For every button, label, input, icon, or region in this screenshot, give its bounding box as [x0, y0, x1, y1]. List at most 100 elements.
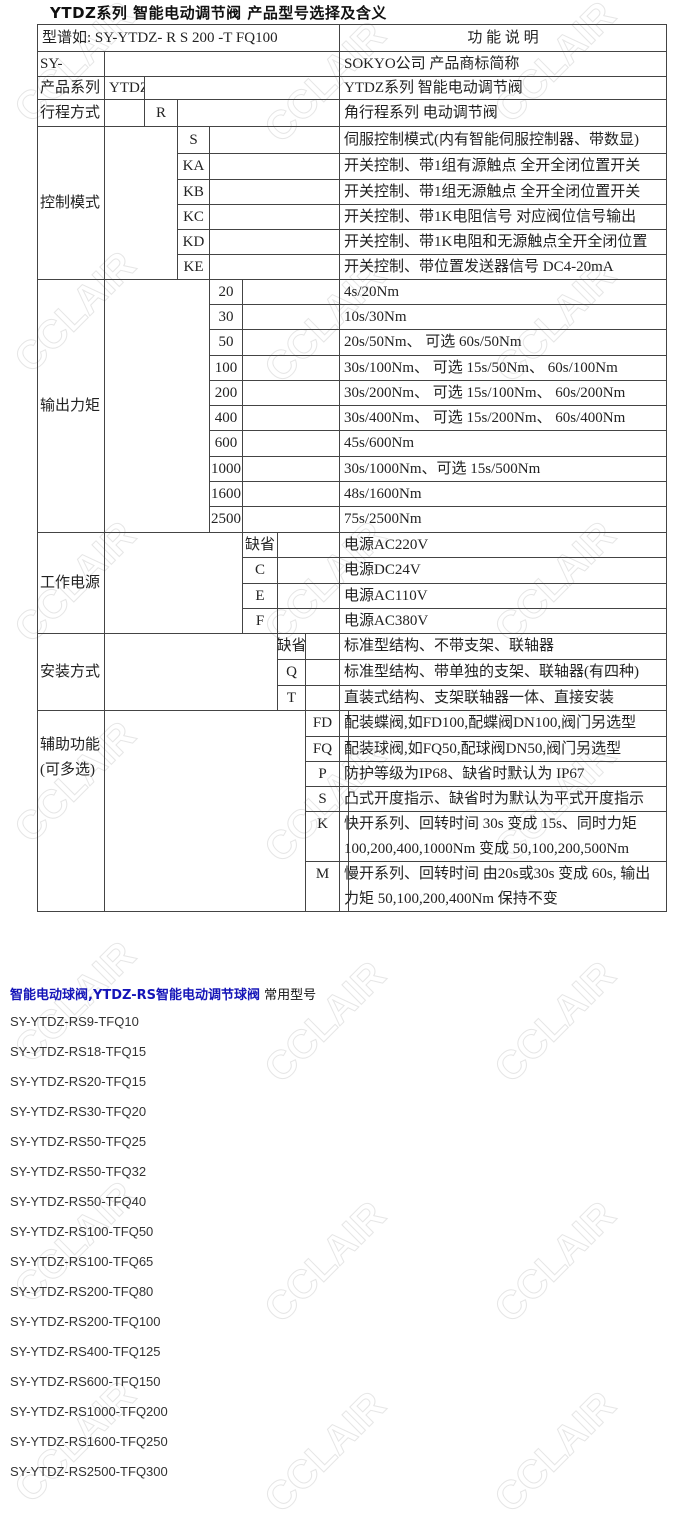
- model-item: SY-YTDZ-RS30-TFQ20: [10, 1104, 147, 1119]
- common-models-link[interactable]: 智能电动球阀,YTDZ-RS智能电动调节球阀: [10, 988, 260, 1003]
- option-desc: 4s/20Nm: [339, 279, 667, 305]
- option-code-text: K: [317, 816, 328, 832]
- option-desc: 开关控制、带位置发送器信号 DC4-20mA: [339, 254, 667, 280]
- model-item: SY-YTDZ-RS20-TFQ15: [10, 1074, 147, 1089]
- model-item: SY-YTDZ-RS18-TFQ15: [10, 1044, 147, 1059]
- group-label-torque-text: 输出力矩: [40, 397, 101, 414]
- option-code-text: P: [318, 765, 327, 782]
- model-item: SY-YTDZ-RS2500-TFQ300: [10, 1464, 168, 1479]
- option-code: P: [305, 761, 340, 787]
- option-desc: 电源DC24V: [339, 557, 667, 584]
- option-code-text: KC: [183, 208, 204, 225]
- option-code-text: FD: [312, 715, 333, 731]
- option-desc-text: 开关控制、带位置发送器信号 DC4-20mA: [344, 258, 614, 275]
- option-desc-text: 配装球阀,如FQ50,配球阀DN50,阀门另选型: [344, 740, 622, 757]
- option-desc: 45s/600Nm: [339, 430, 667, 457]
- table-cell: [104, 532, 243, 634]
- option-desc: 75s/2500Nm: [339, 506, 667, 533]
- model-item: SY-YTDZ-RS1600-TFQ250: [10, 1434, 168, 1449]
- table-cell: [242, 481, 340, 507]
- option-code-text: KD: [182, 233, 205, 250]
- option-desc-text: 45s/600Nm: [344, 435, 415, 451]
- row-label: SY-: [37, 51, 105, 77]
- option-code: FD: [305, 710, 340, 737]
- option-code: Q: [277, 659, 306, 686]
- watermark: CCLAIR: [486, 1383, 625, 1522]
- table-cell: [104, 51, 340, 77]
- option-desc-text: 慢开系列、回转时间 由20s或30s 变成 60s, 输出力矩 50,100,2…: [344, 866, 651, 907]
- group-label-aux-text: 辅助功能(可多选): [40, 737, 101, 778]
- option-code: KA: [177, 153, 210, 180]
- row-code-text: R: [155, 104, 166, 121]
- watermark: CCLAIR: [486, 1193, 625, 1332]
- option-code: 1000: [209, 456, 243, 482]
- option-code: KC: [177, 204, 210, 230]
- option-code: M: [305, 861, 340, 912]
- option-code: 200: [209, 380, 243, 406]
- header-model-example-text: 型谱如: SY-YTDZ- R S 200 -T FQ100: [42, 29, 278, 46]
- option-code: 1600: [209, 481, 243, 507]
- option-code-text: 200: [214, 384, 238, 401]
- group-label-control-text: 控制模式: [40, 194, 101, 211]
- option-desc: 48s/1600Nm: [339, 481, 667, 507]
- option-code-text: KA: [182, 158, 205, 174]
- watermark: CCLAIR: [256, 1193, 395, 1332]
- option-desc: 凸式开度指示、缺省时为默认为平式开度指示: [339, 786, 667, 812]
- option-desc-text: 开关控制、带1K电阻信号 对应阀位信号输出: [344, 208, 637, 225]
- option-desc: 电源AC110V: [339, 583, 667, 609]
- option-desc: 30s/1000Nm、可选 15s/500Nm: [339, 456, 667, 482]
- option-code: 20: [209, 279, 243, 305]
- table-cell: [242, 355, 340, 381]
- option-code: S: [177, 126, 210, 154]
- option-desc: 30s/200Nm、 可选 15s/100Nm、 60s/200Nm: [339, 380, 667, 406]
- header-function: 功 能 说 明: [339, 24, 667, 52]
- option-desc-text: 10s/30Nm: [344, 308, 407, 325]
- option-code-text: 400: [214, 409, 238, 426]
- option-desc: 开关控制、带1K电阻和无源触点全开全闭位置: [339, 229, 667, 255]
- option-code-text: KB: [183, 183, 204, 200]
- option-desc-text: 电源DC24V: [344, 562, 421, 578]
- model-item: SY-YTDZ-RS50-TFQ32: [10, 1164, 147, 1179]
- option-desc-text: 30s/200Nm、 可选 15s/100Nm、 60s/200Nm: [344, 384, 626, 401]
- table-cell: [104, 99, 145, 127]
- table-cell: [242, 380, 340, 406]
- option-code-text: C: [254, 562, 265, 578]
- option-desc-text: 75s/2500Nm: [344, 511, 422, 527]
- model-item: SY-YTDZ-RS100-TFQ50: [10, 1224, 154, 1239]
- option-code: 2500: [209, 506, 243, 533]
- option-code: T: [277, 685, 306, 711]
- option-desc: 开关控制、带1组有源触点 全开全闭位置开关: [339, 153, 667, 180]
- group-label-power: 工作电源: [37, 532, 105, 634]
- model-item: SY-YTDZ-RS200-TFQ100: [10, 1314, 161, 1329]
- row-label-text: SY-: [40, 55, 63, 72]
- option-code-text: S: [189, 131, 198, 148]
- table-cell: [104, 633, 278, 711]
- table-cell: [242, 279, 340, 305]
- option-desc-text: 30s/100Nm、 可选 15s/50Nm、 60s/100Nm: [344, 359, 618, 376]
- option-code: F: [242, 608, 278, 634]
- option-code: S: [305, 786, 340, 812]
- option-desc: 快开系列、回转时间 30s 变成 15s、同时力矩 100,200,400,10…: [339, 811, 667, 862]
- model-item: SY-YTDZ-RS400-TFQ125: [10, 1344, 161, 1359]
- row-desc: 角行程系列 电动调节阀: [339, 99, 667, 127]
- table-cell: [277, 608, 340, 634]
- option-desc: 配装球阀,如FQ50,配球阀DN50,阀门另选型: [339, 736, 667, 762]
- option-code-text: E: [255, 587, 265, 604]
- option-code: 缺省: [242, 532, 278, 558]
- row-code: R: [144, 99, 178, 127]
- option-desc: 30s/100Nm、 可选 15s/50Nm、 60s/100Nm: [339, 355, 667, 381]
- option-desc-text: 电源AC110V: [344, 587, 428, 604]
- table-cell: [305, 633, 340, 660]
- group-label-control: 控制模式: [37, 126, 105, 280]
- option-desc-text: 30s/400Nm、 可选 15s/200Nm、 60s/400Nm: [344, 409, 626, 426]
- option-desc: 标准型结构、不带支架、联轴器: [339, 633, 667, 660]
- row-desc-text: 角行程系列 电动调节阀: [344, 104, 498, 121]
- option-desc: 防护等级为IP68、缺省时默认为 IP67: [339, 761, 667, 787]
- table-cell: [104, 279, 210, 533]
- option-code: 100: [209, 355, 243, 381]
- option-code-text: 50: [218, 334, 234, 350]
- table-cell: [209, 126, 340, 154]
- table-cell: [277, 583, 340, 609]
- table-cell: [177, 99, 340, 127]
- watermark: CCLAIR: [486, 953, 625, 1092]
